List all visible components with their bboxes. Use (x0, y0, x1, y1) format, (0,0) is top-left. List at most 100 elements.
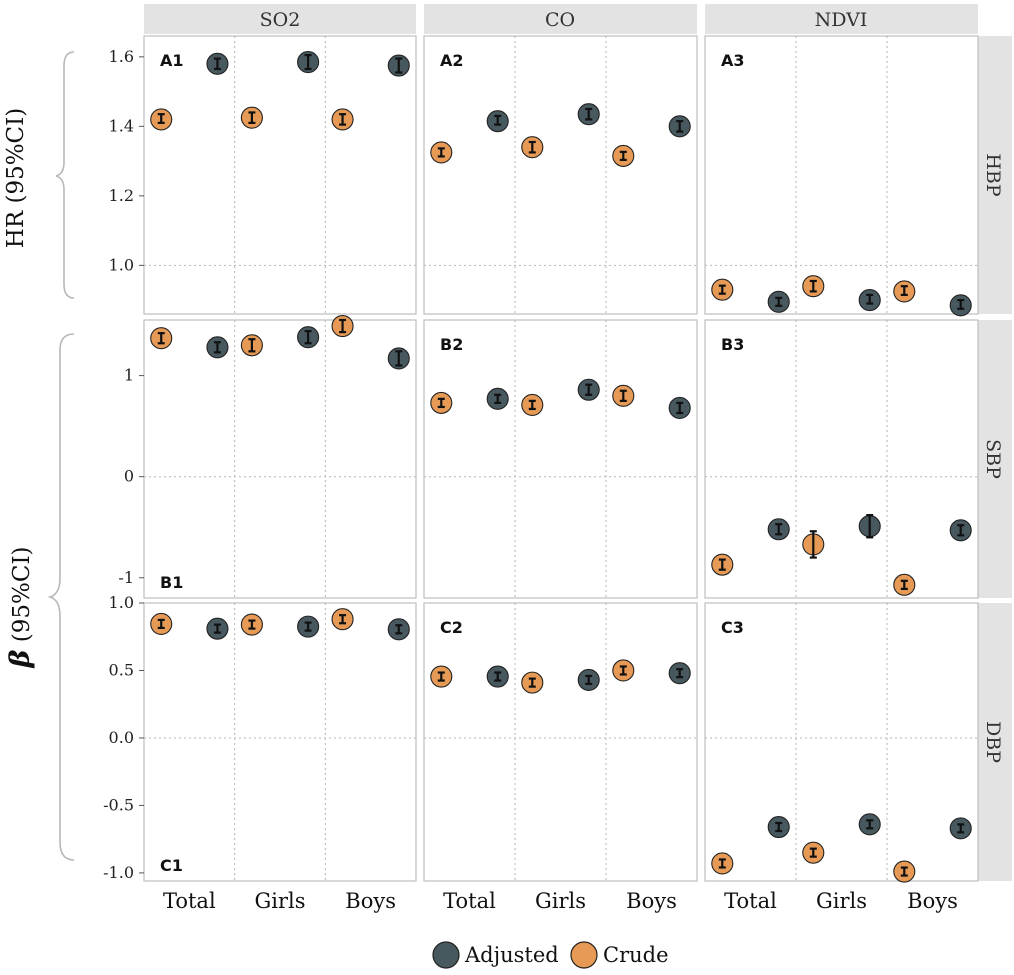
y-tick-label: 1.0 (109, 255, 134, 274)
point-adjusted-girls (858, 289, 881, 312)
point-crude-girls (802, 530, 825, 559)
point-crude-total (711, 553, 734, 576)
y-tick-label: 1.4 (109, 116, 134, 135)
panel-a3: A3 (704, 35, 979, 317)
row-strip-label: SBP (982, 439, 1004, 479)
panel-tag: A1 (160, 51, 184, 70)
point-adjusted-total (206, 617, 229, 640)
hr-brace (55, 51, 75, 299)
row-strip-dbp: DBP (978, 603, 1012, 881)
column-strip-label: NDVI (815, 9, 868, 31)
point-adjusted-girls (858, 813, 881, 836)
panel-frame (423, 35, 698, 315)
y-tick-label: 1.2 (109, 186, 134, 205)
row-strip-label: HBP (982, 153, 1004, 197)
beta-axis-label: β (95%CI) (5, 547, 36, 669)
x-tick-label: Total (163, 889, 216, 913)
point-adjusted-girls (577, 378, 600, 401)
point-crude-total (430, 391, 453, 414)
x-tick-label: Girls (535, 889, 586, 913)
x-tick-label: Boys (626, 889, 677, 913)
point-adjusted-boys (949, 519, 972, 542)
y-tick-label: 0.5 (109, 660, 134, 679)
point-adjusted-girls (858, 514, 881, 539)
legend: Adjusted Crude (432, 941, 669, 969)
point-adjusted-total (767, 518, 790, 541)
column-strip-so2: SO2 (144, 4, 416, 34)
panel-b3: B3 (704, 319, 979, 599)
y-ticks-layer: 1.0 1.2 1.4 1.6 -1 0 1 -1.0 -0.5 0.0 0.5 1.0 (103, 47, 144, 882)
point-adjusted-total (486, 110, 509, 133)
y-tick-label: -1.0 (103, 863, 134, 882)
point-adjusted-girls (577, 103, 600, 126)
column-strip-label: CO (545, 9, 575, 31)
point-adjusted-total (486, 665, 509, 688)
point-crude-boys (893, 280, 916, 303)
panel-a1: A1 (143, 35, 417, 315)
point-crude-girls (802, 275, 825, 298)
panel-c3: C3 (704, 602, 979, 883)
point-adjusted-total (206, 52, 229, 75)
point-adjusted-girls (297, 51, 320, 74)
beta-ci-label: (95%CI) (9, 547, 35, 650)
point-adjusted-boys (668, 115, 691, 138)
point-crude-boys (612, 384, 635, 407)
panel-frame (143, 319, 417, 599)
point-adjusted-boys (949, 294, 972, 317)
point-crude-boys (893, 573, 916, 596)
point-adjusted-total (486, 387, 509, 410)
point-crude-total (430, 141, 453, 164)
panel-frame (704, 602, 979, 882)
point-crude-girls (521, 136, 544, 159)
row-strip-hbp: HBP (978, 36, 1012, 314)
panel-tag: C1 (160, 856, 183, 875)
panel-b2: B2 (423, 319, 698, 599)
panel-tag: A3 (721, 51, 745, 70)
point-crude-boys (331, 108, 354, 131)
row-strip-label: DBP (982, 721, 1004, 763)
panel-c1: C1 (143, 602, 417, 882)
point-adjusted-boys (387, 618, 410, 641)
panels-layer: A1 A2 A3 B1 B2 B3 C1 C2 C3 (143, 35, 979, 883)
point-adjusted-boys (949, 817, 972, 840)
point-crude-girls (521, 393, 544, 416)
panel-tag: A2 (440, 51, 464, 70)
x-ticks-layer: Total Girls Boys Total Girls Boys Total Girls Bo… (163, 889, 958, 913)
panel-tag: B1 (160, 573, 183, 592)
panel-a2: A2 (423, 35, 698, 315)
point-crude-girls (240, 106, 263, 129)
point-crude-boys (331, 315, 354, 338)
panel-frame (423, 602, 698, 882)
column-strip-label: SO2 (260, 9, 301, 31)
panel-frame (143, 602, 417, 882)
legend-adjusted-label: Adjusted (464, 943, 559, 967)
x-tick-label: Boys (345, 889, 396, 913)
row-strip-sbp: SBP (978, 320, 1012, 598)
panel-tag: B2 (440, 335, 463, 354)
panel-b1: B1 (143, 315, 417, 599)
column-strip-ndvi: NDVI (705, 4, 978, 34)
point-adjusted-boys (668, 662, 691, 685)
point-adjusted-total (767, 815, 790, 839)
y-tick-label: 1 (124, 366, 134, 385)
point-crude-boys (612, 144, 635, 167)
y-tick-label: 0 (124, 467, 134, 486)
column-strip-co: CO (424, 4, 697, 34)
point-adjusted-girls (577, 668, 600, 691)
point-crude-total (150, 612, 173, 635)
point-adjusted-girls (297, 326, 320, 349)
point-crude-boys (612, 659, 635, 682)
point-adjusted-boys (387, 54, 410, 77)
panel-c2: C2 (423, 602, 698, 882)
point-crude-girls (240, 613, 263, 636)
y-tick-label: 1.6 (109, 47, 134, 66)
point-adjusted-total (767, 290, 790, 313)
point-adjusted-boys (668, 396, 691, 419)
panel-frame (704, 319, 979, 599)
point-crude-total (150, 108, 173, 131)
point-crude-total (430, 665, 453, 688)
panel-frame (423, 319, 698, 599)
x-tick-label: Girls (816, 889, 867, 913)
x-tick-label: Girls (254, 889, 305, 913)
